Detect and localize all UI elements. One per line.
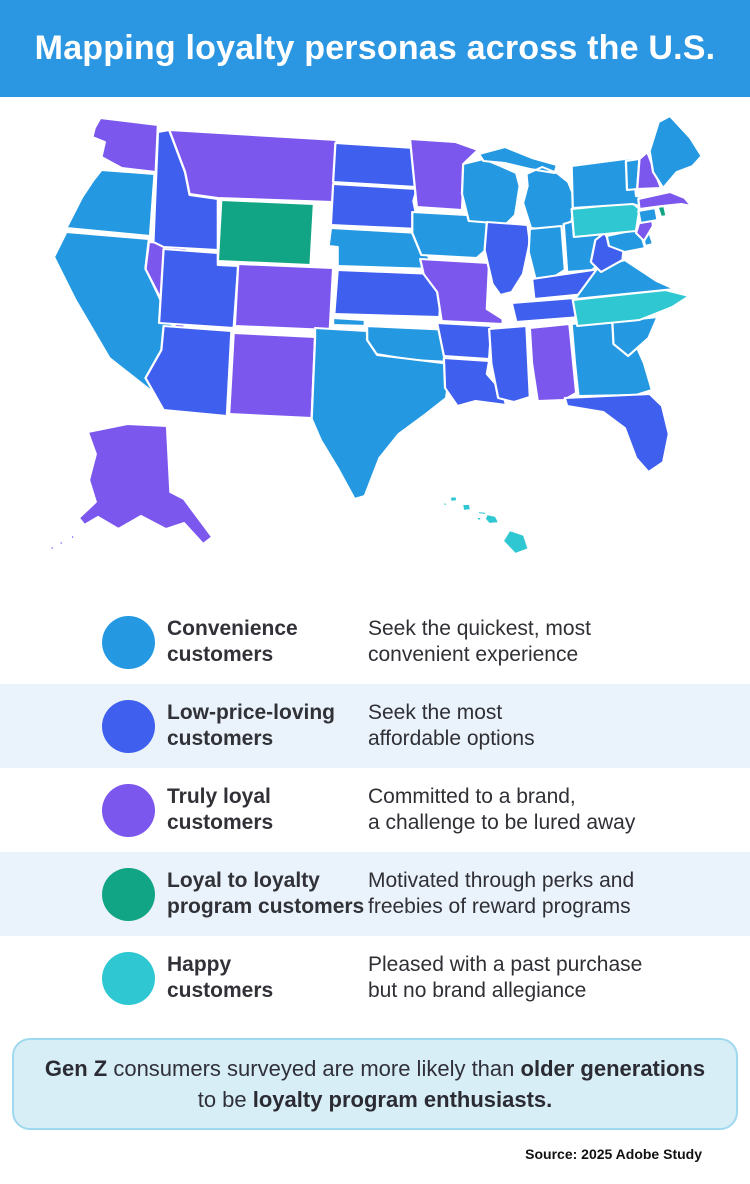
us-map-section	[0, 97, 750, 600]
legend: Convenience customers Seek the quickest,…	[0, 600, 750, 1020]
convenience-color-dot	[102, 615, 155, 669]
state-ma	[637, 191, 693, 210]
legend-label-line: Loyal to loyalty	[167, 869, 320, 892]
state-ms	[487, 325, 531, 403]
legend-label-line: Low-price-loving	[167, 701, 335, 724]
legend-desc-line: Committed to a brand,	[368, 785, 576, 808]
state-sd	[329, 183, 421, 230]
state-ri	[656, 205, 668, 218]
legend-desc-line: Seek the most	[368, 701, 503, 724]
state-ct	[637, 207, 659, 224]
state-la	[442, 357, 508, 407]
state-me	[648, 115, 703, 189]
legend-label-line: customers	[167, 811, 274, 834]
state-nm	[228, 332, 317, 419]
state-nh	[636, 151, 663, 190]
state-tx	[310, 327, 452, 500]
state-in	[527, 225, 566, 280]
legend-label-line: customers	[167, 979, 274, 1002]
legend-desc-line: Pleased with a past purchase	[368, 953, 643, 976]
state-mt	[168, 129, 338, 203]
state-az	[144, 325, 233, 417]
callout-segment: consumers surveyed are more likely than	[107, 1056, 521, 1081]
happy-color-dot	[102, 951, 155, 1005]
state-fl	[563, 393, 670, 473]
low-price-color-dot	[102, 699, 155, 753]
truly-loyal-color-dot	[102, 783, 155, 837]
legend-label-line: customers	[167, 727, 274, 750]
legend-row-loyalty-program: Loyal to loyalty program customers Motiv…	[0, 852, 750, 936]
legend-label-line: program customers	[167, 895, 365, 918]
state-sc	[611, 316, 659, 357]
legend-desc-line: freebies of reward programs	[368, 895, 631, 918]
state-or	[65, 169, 156, 237]
state-hi	[441, 495, 530, 555]
legend-label-line: Convenience	[167, 617, 298, 640]
us-choropleth-map	[49, 115, 703, 555]
callout-segment: older generations	[520, 1056, 706, 1081]
legend-desc-line: Seek the quickest, most	[368, 617, 591, 640]
state-co	[233, 263, 335, 331]
legend-label-line: customers	[167, 643, 274, 666]
legend-row-truly-loyal: Truly loyal customers Committed to a bra…	[0, 768, 750, 852]
loyalty-program-color-dot	[102, 867, 155, 921]
source-attribution: Source: 2025 Adobe Study	[525, 1146, 702, 1162]
state-mo	[419, 258, 504, 325]
legend-row-convenience: Convenience customers Seek the quickest,…	[0, 600, 750, 684]
legend-desc-line: Motivated through perks and	[368, 869, 635, 892]
callout-segment: loyalty program enthusiasts.	[252, 1087, 553, 1112]
legend-desc-line: convenient experience	[368, 643, 579, 666]
callout-segment: Gen Z	[44, 1056, 108, 1081]
state-al	[528, 323, 578, 402]
state-ak	[49, 423, 214, 552]
legend-row-happy: Happy customers Pleased with a past purc…	[0, 936, 750, 1020]
state-ar	[435, 322, 493, 360]
legend-desc-line: but no brand allegiance	[368, 979, 587, 1002]
legend-desc-line: a challenge to be lured away	[368, 811, 636, 834]
gen-z-callout-box: Gen Z consumers surveyed are more likely…	[12, 1038, 738, 1130]
state-il	[483, 221, 531, 296]
legend-label-line: Happy	[167, 953, 232, 976]
legend-desc-line: affordable options	[368, 727, 535, 750]
page-title: Mapping loyalty personas across the U.S.	[34, 29, 716, 67]
callout-segment: to be	[197, 1087, 253, 1112]
header-banner: Mapping loyalty personas across the U.S.	[0, 0, 750, 97]
gen-z-callout-text: Gen Z consumers surveyed are more likely…	[45, 1053, 705, 1115]
state-wa	[91, 117, 160, 173]
legend-label-line: Truly loyal	[167, 785, 271, 808]
state-nd	[332, 142, 418, 188]
legend-row-low-price: Low-price-loving customers Seek the most…	[0, 684, 750, 768]
state-wi	[460, 158, 521, 225]
state-wy	[216, 199, 316, 266]
